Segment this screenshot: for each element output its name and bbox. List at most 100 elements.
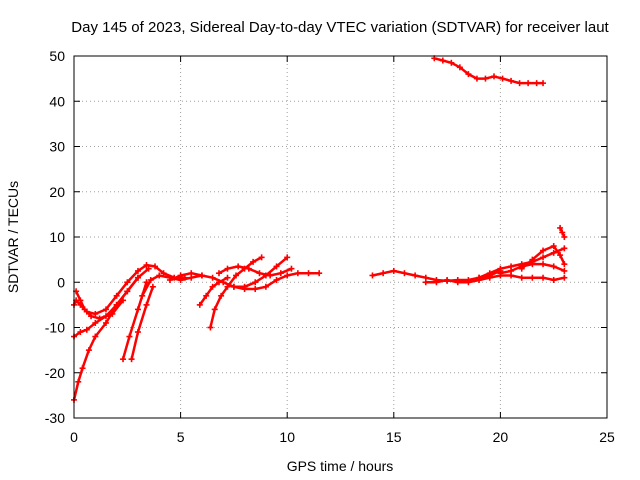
series-line bbox=[209, 256, 263, 329]
data-point bbox=[465, 279, 472, 286]
data-point bbox=[224, 283, 231, 290]
data-point bbox=[207, 324, 214, 331]
data-point bbox=[177, 272, 184, 279]
data-point bbox=[288, 265, 295, 272]
series-arc-12 bbox=[230, 254, 291, 290]
data-point bbox=[316, 270, 323, 277]
data-point bbox=[149, 283, 156, 290]
data-point bbox=[473, 75, 480, 82]
data-point bbox=[561, 274, 568, 281]
data-point bbox=[139, 292, 146, 299]
data-point bbox=[529, 256, 536, 263]
data-point bbox=[550, 243, 557, 250]
data-point bbox=[422, 279, 429, 286]
data-point bbox=[273, 263, 280, 270]
data-point bbox=[143, 262, 150, 269]
series-arc-3 bbox=[71, 274, 141, 403]
data-point bbox=[250, 258, 257, 265]
data-point bbox=[454, 279, 461, 286]
data-point bbox=[540, 254, 547, 261]
x-tick-label: 5 bbox=[177, 429, 185, 445]
data-point bbox=[209, 274, 216, 281]
data-point bbox=[273, 276, 280, 283]
data-point bbox=[476, 274, 483, 281]
data-point bbox=[305, 270, 312, 277]
data-point bbox=[92, 319, 99, 326]
data-point bbox=[284, 272, 291, 279]
series-arc-9 bbox=[207, 254, 265, 331]
data-point bbox=[218, 292, 225, 299]
data-point bbox=[433, 279, 440, 286]
data-point bbox=[126, 333, 133, 340]
data-point bbox=[256, 270, 263, 277]
plot-frame bbox=[73, 55, 608, 419]
data-point bbox=[540, 247, 547, 254]
data-point bbox=[203, 292, 210, 299]
data-point bbox=[211, 306, 218, 313]
series-arc-11 bbox=[215, 263, 295, 279]
data-point bbox=[109, 310, 116, 317]
data-point bbox=[209, 283, 216, 290]
y-tick-label: -10 bbox=[45, 320, 65, 336]
data-point bbox=[262, 272, 269, 279]
data-point bbox=[252, 279, 259, 286]
data-point bbox=[235, 263, 242, 270]
data-point bbox=[134, 306, 141, 313]
data-point bbox=[196, 301, 203, 308]
data-point bbox=[198, 272, 205, 279]
data-point bbox=[224, 265, 231, 272]
data-point bbox=[85, 347, 92, 354]
data-point bbox=[215, 279, 222, 286]
y-tick-label: 20 bbox=[49, 184, 65, 200]
series-arc-18 bbox=[557, 224, 568, 240]
x-tick-label: 0 bbox=[70, 429, 78, 445]
data-point bbox=[134, 267, 141, 274]
data-point bbox=[102, 319, 109, 326]
data-point bbox=[156, 272, 163, 279]
data-traces bbox=[71, 55, 568, 403]
series-line bbox=[72, 263, 187, 316]
data-point bbox=[380, 270, 387, 277]
data-point bbox=[77, 329, 84, 336]
data-point bbox=[444, 276, 451, 283]
data-point bbox=[525, 80, 532, 87]
data-point bbox=[77, 297, 84, 304]
y-tick-label: -30 bbox=[45, 410, 65, 426]
data-point bbox=[113, 292, 120, 299]
data-point bbox=[482, 75, 489, 82]
data-point bbox=[486, 270, 493, 277]
data-point bbox=[401, 270, 408, 277]
data-point bbox=[284, 254, 291, 261]
data-point bbox=[561, 267, 568, 274]
y-axis-label: SDTVAR / TECUs bbox=[5, 181, 21, 293]
data-point bbox=[448, 59, 455, 66]
x-tick-label: 10 bbox=[279, 429, 295, 445]
data-point bbox=[128, 356, 135, 363]
data-point bbox=[147, 276, 154, 283]
data-point bbox=[499, 75, 506, 82]
data-point bbox=[561, 261, 568, 268]
series-arc-17 bbox=[518, 243, 568, 272]
data-point bbox=[529, 274, 536, 281]
y-tick-label: 0 bbox=[57, 274, 65, 290]
series-arc-6 bbox=[128, 283, 156, 363]
series-arc-4 bbox=[73, 288, 127, 322]
data-point bbox=[390, 267, 397, 274]
data-point bbox=[124, 279, 131, 286]
data-point bbox=[550, 249, 557, 256]
x-tick-label: 25 bbox=[599, 429, 615, 445]
data-point bbox=[508, 267, 515, 274]
y-tick-label: 10 bbox=[49, 229, 65, 245]
y-tick-label: -20 bbox=[45, 365, 65, 381]
data-point bbox=[550, 276, 557, 283]
data-point bbox=[166, 276, 173, 283]
grid-lines bbox=[74, 56, 607, 418]
data-point bbox=[92, 310, 99, 317]
data-point bbox=[134, 274, 141, 281]
data-point bbox=[497, 270, 504, 277]
tick-labels: 0 5 10 15 20 25 -30 -20 -10 0 10 20 30 40 50 bbox=[45, 48, 615, 445]
data-point bbox=[92, 333, 99, 340]
series-arc-19 bbox=[431, 55, 547, 87]
